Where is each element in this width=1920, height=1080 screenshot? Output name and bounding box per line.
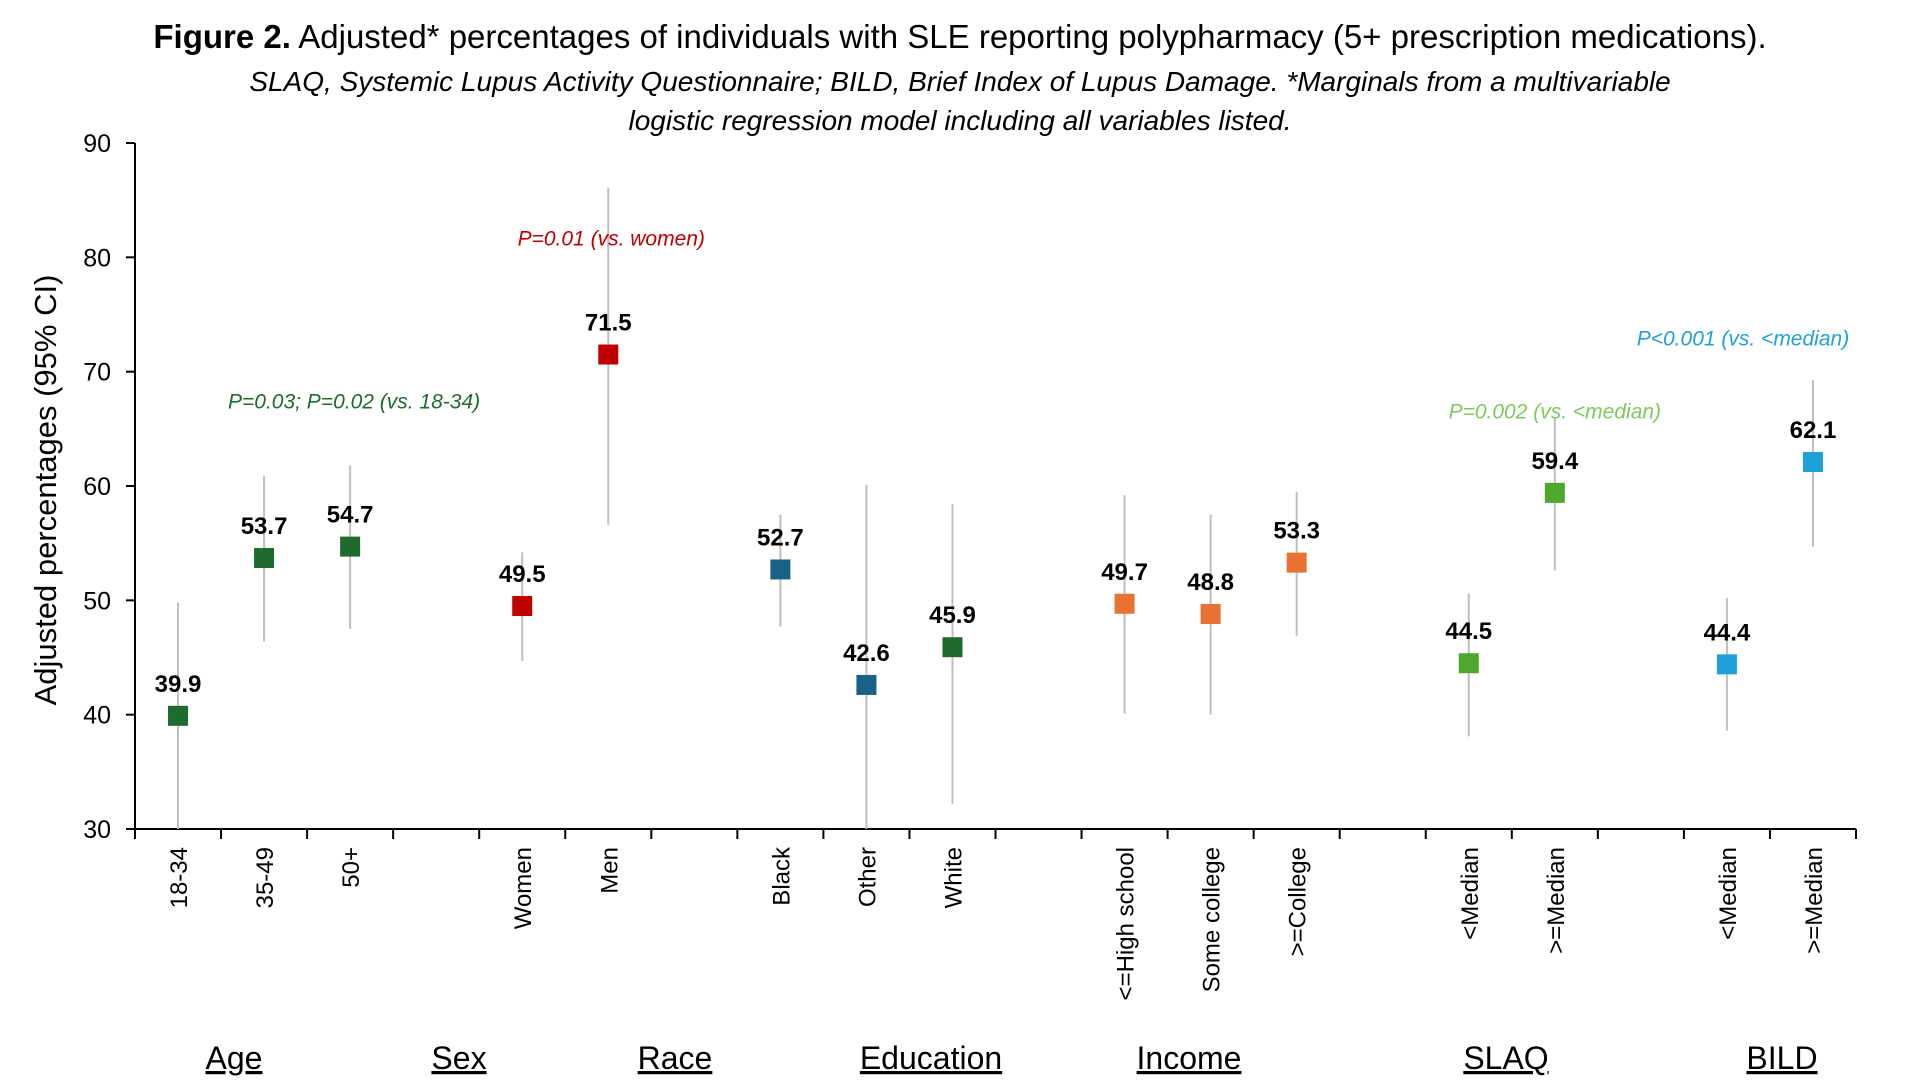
- group-label: Age: [206, 1040, 263, 1076]
- y-tick-label: 40: [83, 702, 111, 730]
- x-category-label: Some college: [1199, 847, 1226, 992]
- x-category-label: <=High school: [1113, 847, 1140, 1000]
- x-category-label: >=College: [1285, 847, 1312, 956]
- p-value-annotation: P=0.03; P=0.02 (vs. 18-34): [228, 390, 480, 413]
- data-label: 59.4: [1531, 448, 1578, 475]
- x-category-label: <Median: [1457, 847, 1484, 940]
- p-value-annotation: P=0.01 (vs. women): [518, 227, 705, 250]
- point-marker: [1458, 653, 1479, 674]
- data-label: 62.1: [1790, 417, 1837, 444]
- y-axis-title: Adjusted percentages (95% CI): [28, 275, 63, 706]
- data-label: 42.6: [843, 640, 890, 667]
- data-label: 39.9: [155, 671, 202, 698]
- data-label: 54.7: [327, 502, 374, 529]
- y-tick-label: 70: [83, 359, 111, 387]
- group-label: BILD: [1746, 1040, 1817, 1076]
- point-marker: [1114, 593, 1135, 614]
- figure-title-text: Adjusted* percentages of individuals wit…: [290, 18, 1767, 55]
- point-marker: [512, 596, 533, 617]
- point-marker: [1802, 451, 1823, 472]
- data-label: 45.9: [929, 602, 976, 629]
- x-category-label: <Median: [1715, 847, 1742, 940]
- data-label: 44.4: [1704, 619, 1751, 646]
- figure-title-bold: Figure 2.: [153, 18, 291, 55]
- point-marker: [168, 705, 189, 726]
- data-label: 49.7: [1101, 559, 1148, 586]
- x-category-label: Men: [596, 847, 623, 894]
- data-label: 71.5: [585, 310, 632, 337]
- x-category-label: 35-49: [252, 847, 279, 908]
- point-marker: [1544, 482, 1565, 503]
- x-category-label: Black: [768, 846, 795, 906]
- y-tick-label: 90: [83, 130, 111, 158]
- data-label: 53.3: [1273, 518, 1320, 545]
- data-label: 53.7: [241, 513, 288, 540]
- point-marker: [1286, 552, 1307, 573]
- y-tick-label: 50: [83, 587, 111, 615]
- point-marker: [254, 548, 275, 569]
- group-label: SLAQ: [1463, 1040, 1548, 1076]
- x-category-label: White: [940, 847, 967, 908]
- y-tick-label: 30: [83, 816, 111, 844]
- data-label: 48.8: [1187, 569, 1234, 596]
- x-category-label: Other: [854, 847, 881, 907]
- point-marker: [942, 637, 963, 658]
- figure-subtitle: SLAQ, Systemic Lupus Activity Questionna…: [249, 66, 1671, 136]
- data-label: 44.5: [1445, 618, 1492, 645]
- p-value-annotation: P=0.002 (vs. <median): [1449, 401, 1661, 424]
- y-tick-label: 60: [83, 473, 111, 501]
- point-marker: [770, 559, 791, 580]
- x-category-label: 50+: [338, 847, 365, 888]
- group-label: Income: [1137, 1040, 1242, 1076]
- point-marker: [1200, 604, 1221, 625]
- x-category-label: Women: [510, 847, 537, 929]
- x-category-label: >=Median: [1801, 847, 1828, 954]
- x-category-label: >=Median: [1543, 847, 1570, 954]
- data-label: 52.7: [757, 524, 804, 551]
- point-marker: [1716, 654, 1737, 675]
- data-label: 49.5: [499, 561, 546, 588]
- group-label: Sex: [431, 1040, 486, 1076]
- y-tick-label: 80: [83, 244, 111, 272]
- p-value-annotation: P<0.001 (vs. <median): [1637, 327, 1849, 350]
- figure-title: Figure 2. Adjusted* percentages of indiv…: [0, 18, 1920, 56]
- x-category-label: 18-34: [166, 847, 193, 908]
- group-label: Education: [860, 1040, 1002, 1076]
- point-marker: [856, 674, 877, 695]
- group-label: Race: [638, 1040, 713, 1076]
- point-marker: [598, 344, 619, 365]
- point-marker: [340, 536, 361, 557]
